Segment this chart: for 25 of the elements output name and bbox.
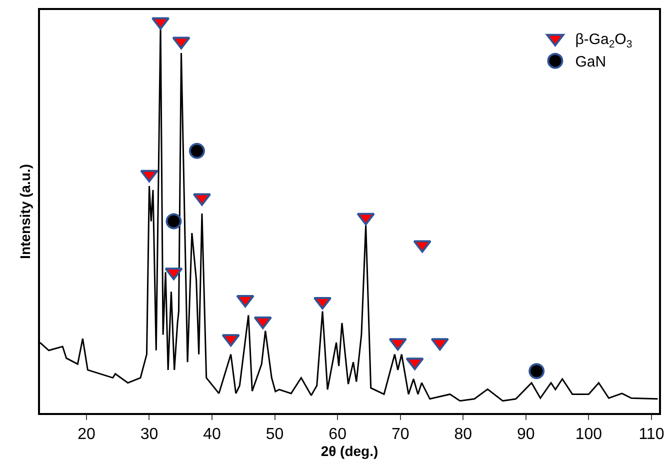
point: [140, 170, 158, 182]
legend-label: GaN: [575, 54, 606, 71]
point: [172, 36, 190, 50]
point: [430, 338, 449, 351]
point: [236, 295, 254, 308]
x-tick-label: 80: [454, 426, 472, 444]
legend-label: β-Ga$_{2}$O$_{3}$: [575, 31, 632, 50]
x-tick-label: 40: [203, 426, 222, 444]
point: [406, 358, 424, 370]
x-tick-label: 70: [391, 426, 410, 444]
x-tick-label: 60: [328, 426, 347, 444]
point: [388, 338, 407, 351]
x-tick-label: 90: [517, 426, 535, 444]
point: [356, 212, 375, 226]
point: [413, 240, 432, 253]
x-tick-label: 50: [266, 426, 284, 444]
x-axis-title: 2θ (deg.): [320, 443, 378, 460]
point: [222, 334, 240, 347]
x-tick-label: 30: [140, 426, 158, 444]
point: [254, 316, 272, 330]
y-axis-title: Intensity (a.u.): [17, 164, 34, 259]
x-tick-label: 20: [78, 426, 96, 444]
x-tick-label: 110: [638, 426, 664, 444]
x-tick-label: 100: [575, 426, 602, 444]
point: [164, 268, 183, 280]
